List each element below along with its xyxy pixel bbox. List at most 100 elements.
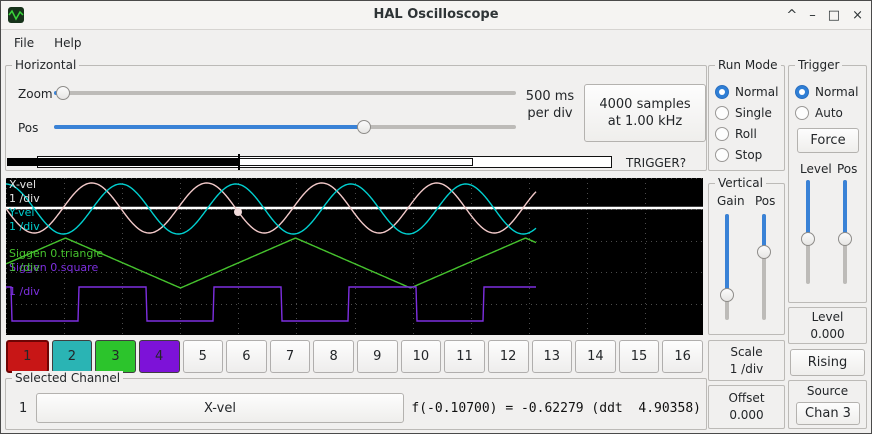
- trigger-group-label: Trigger: [795, 58, 843, 72]
- trace-siggen-0-square: [6, 286, 536, 322]
- trigger-mode-auto[interactable]: Auto: [795, 105, 858, 121]
- menu-file[interactable]: File: [14, 36, 35, 50]
- trigger-group: Trigger Normal Auto Force Level Pos: [788, 58, 867, 303]
- horizontal-group: Horizontal Zoom Pos 500 ms per div 4000 …: [5, 58, 707, 171]
- slider-handle[interactable]: [801, 232, 815, 247]
- channel-button-6[interactable]: 6: [226, 340, 267, 373]
- channel-button-5[interactable]: 5: [182, 340, 224, 373]
- run-mode-roll[interactable]: Roll: [715, 126, 778, 142]
- trigger-source-group: Source Chan 3: [788, 380, 867, 429]
- channel-button-3[interactable]: 3: [95, 340, 136, 373]
- timebase-line1: 500 ms: [525, 89, 575, 104]
- slider-handle[interactable]: [838, 232, 852, 247]
- shade-icon[interactable]: ^: [786, 7, 798, 23]
- channel-button-1[interactable]: 1: [6, 340, 49, 373]
- samples-line1: 4000 samples: [599, 97, 691, 112]
- channel-button-12[interactable]: 12: [487, 340, 529, 373]
- radio-icon: [795, 106, 809, 120]
- vertical-pos-slider[interactable]: [757, 214, 771, 320]
- maximize-icon[interactable]: □: [827, 7, 841, 23]
- minimize-icon[interactable]: –: [809, 7, 816, 23]
- zoom-slider[interactable]: [54, 86, 516, 100]
- channel-name-button[interactable]: X-vel: [36, 393, 404, 423]
- samples-line2: at 1.00 kHz: [607, 114, 683, 129]
- scope-display[interactable]: X-vel 1 /div Y-vel 1 /div Siggen 0.triangle S…: [5, 178, 704, 336]
- scope-grid: [6, 178, 704, 336]
- vertical-group: Vertical Gain Pos: [708, 176, 785, 335]
- channel-button-8[interactable]: 8: [313, 340, 354, 373]
- pre-trigger-fill: [7, 158, 239, 166]
- radio-icon: [795, 85, 809, 99]
- trigger-mode-normal[interactable]: Normal: [795, 84, 858, 100]
- trigger-level-label: Level: [800, 162, 832, 176]
- trigger-level-slider[interactable]: [801, 180, 815, 284]
- scope-channel-label: Y-vel: [8, 206, 34, 219]
- trigger-pos-label: Pos: [837, 162, 858, 176]
- channel-button-4[interactable]: 4: [138, 340, 180, 373]
- trace-siggen-0-triangle: [5, 237, 537, 289]
- offset-value: 0.000: [729, 408, 764, 422]
- selected-channel-group-label: Selected Channel: [12, 371, 124, 385]
- slider-handle[interactable]: [56, 86, 71, 100]
- run-mode-single[interactable]: Single: [715, 105, 778, 121]
- window-controls: ^ – □ ×: [786, 1, 863, 29]
- vertical-pos-label: Pos: [755, 194, 776, 208]
- channel-button-14[interactable]: 14: [575, 340, 616, 373]
- slider-groove: [762, 214, 766, 320]
- slider-handle[interactable]: [720, 287, 734, 302]
- menu-help[interactable]: Help: [54, 36, 82, 50]
- slider-handle[interactable]: [356, 120, 371, 134]
- trigger-edge-button[interactable]: Rising: [790, 349, 865, 376]
- offset-label: Offset: [728, 391, 765, 405]
- channel-button-7[interactable]: 7: [269, 340, 311, 373]
- selected-channel-number: 1: [19, 401, 28, 416]
- pos-slider[interactable]: [54, 120, 516, 134]
- run-mode-normal[interactable]: Normal: [715, 84, 778, 100]
- radio-label: Auto: [815, 106, 843, 120]
- trigger-mode-radios: Normal Auto: [795, 84, 858, 121]
- channel-button-10[interactable]: 10: [400, 340, 442, 373]
- run-mode-stop[interactable]: Stop: [715, 147, 778, 163]
- trigger-source-button[interactable]: Chan 3: [796, 402, 860, 425]
- record-view-bar[interactable]: [7, 154, 613, 170]
- slider-fill: [762, 214, 766, 253]
- scope-channel-label: 1 /div: [9, 261, 40, 274]
- gain-label: Gain: [717, 194, 745, 208]
- samples-button[interactable]: 4000 samples at 1.00 kHz: [584, 84, 706, 142]
- radio-label: Normal: [815, 85, 859, 99]
- slider-handle[interactable]: [757, 245, 771, 260]
- channel-button-9[interactable]: 9: [357, 340, 398, 373]
- trigger-pos-slider[interactable]: [838, 180, 852, 284]
- trigger-position-cursor: [238, 154, 240, 170]
- close-icon[interactable]: ×: [852, 7, 863, 23]
- radio-icon: [715, 127, 729, 141]
- slider-fill: [806, 180, 810, 240]
- offset-readout: Offset 0.000: [708, 385, 785, 429]
- slider-fill: [54, 125, 364, 129]
- radio-icon: [715, 148, 729, 162]
- scope-channel-label: Siggen 0.square: [9, 261, 98, 274]
- run-mode-radios: Normal Single Roll Stop: [715, 84, 778, 163]
- trigger-question-label: TRIGGER?: [626, 156, 687, 170]
- horizontal-group-label: Horizontal: [12, 58, 80, 72]
- trace-x-vel: [5, 182, 537, 234]
- zoom-label: Zoom: [18, 87, 53, 101]
- channel-button-2[interactable]: 2: [51, 340, 93, 373]
- run-mode-group: Run Mode Normal Single Roll Stop: [708, 58, 785, 171]
- scope-channel-label: X-vel: [9, 178, 36, 191]
- trigger-level-readout-label: Level: [811, 309, 844, 324]
- timebase-line2: per div: [527, 106, 573, 121]
- app-icon: [8, 7, 24, 23]
- scale-readout: Scale 1 /div: [708, 340, 785, 381]
- channel-button-13[interactable]: 13: [531, 340, 573, 373]
- run-mode-group-label: Run Mode: [715, 58, 781, 72]
- channel-button-16[interactable]: 16: [662, 340, 703, 373]
- channel-button-15[interactable]: 15: [618, 340, 660, 373]
- menubar: File Help: [5, 31, 90, 55]
- scope-channel-label: 1 /div: [9, 285, 40, 298]
- channel-button-11[interactable]: 11: [444, 340, 485, 373]
- pos-label: Pos: [18, 121, 39, 135]
- gain-slider[interactable]: [720, 214, 734, 320]
- force-button[interactable]: Force: [797, 128, 859, 153]
- trigger-source-label: Source: [806, 384, 849, 398]
